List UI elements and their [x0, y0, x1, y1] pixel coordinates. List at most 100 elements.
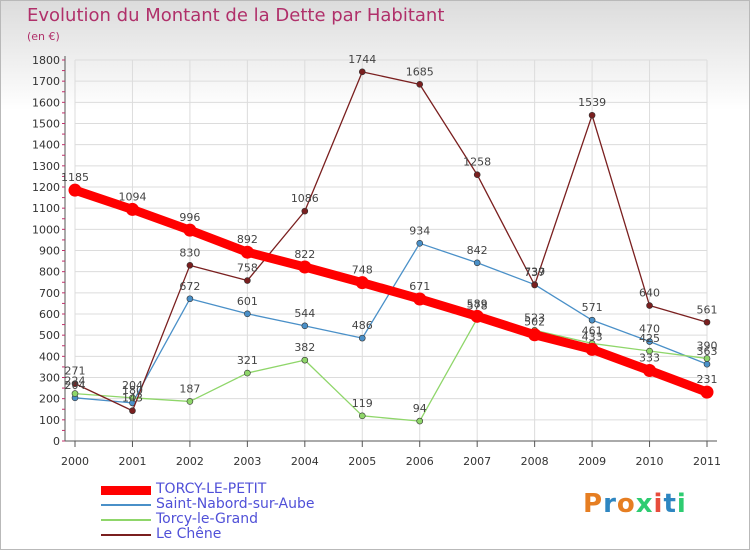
y-tick-label: 1800 — [32, 54, 60, 67]
data-label: 571 — [582, 301, 603, 314]
data-label: 1094 — [118, 190, 146, 203]
data-label: 640 — [639, 287, 660, 300]
data-point — [646, 338, 653, 345]
data-point — [531, 281, 538, 289]
x-tick-label: 2009 — [578, 455, 606, 468]
data-label: 671 — [409, 280, 430, 293]
legend-swatch — [101, 534, 151, 536]
y-tick-label: 1300 — [32, 160, 60, 173]
data-label: 748 — [352, 264, 373, 277]
x-tick-label: 2003 — [233, 455, 261, 468]
data-point — [528, 328, 542, 342]
y-tick-label: 1400 — [32, 139, 60, 152]
data-point — [71, 390, 79, 397]
data-point — [186, 295, 194, 303]
legend-label: Le Chêne — [156, 526, 222, 542]
data-label: 1258 — [463, 156, 491, 169]
data-label: 739 — [524, 266, 545, 279]
data-point — [240, 245, 254, 259]
data-label: 363 — [697, 345, 718, 358]
data-point — [301, 207, 309, 215]
data-label: 1539 — [578, 96, 606, 109]
data-point — [71, 380, 79, 387]
y-tick-label: 800 — [39, 266, 60, 279]
x-tick-label: 2002 — [176, 455, 204, 468]
y-tick-label: 1000 — [32, 223, 60, 236]
y-tick-label: 0 — [53, 435, 60, 448]
y-tick-label: 1700 — [32, 75, 60, 88]
data-label: 523 — [524, 311, 545, 324]
legend-swatch — [101, 519, 151, 521]
data-point — [244, 310, 251, 318]
y-tick-label: 100 — [39, 414, 60, 427]
data-point — [473, 259, 481, 267]
data-label: 204 — [65, 379, 86, 392]
data-label: 996 — [179, 211, 200, 224]
grid — [74, 59, 708, 442]
data-point — [416, 417, 424, 425]
data-label: 271 — [65, 365, 86, 378]
data-label: 321 — [237, 354, 258, 367]
y-tick-label: 1100 — [32, 202, 60, 215]
series-line-1 — [74, 242, 708, 404]
x-tick-label: 2007 — [463, 455, 491, 468]
data-label: 601 — [237, 295, 258, 308]
data-label: 143 — [122, 392, 143, 405]
data-point — [703, 360, 711, 368]
y-tick-label: 600 — [39, 308, 60, 321]
data-point — [416, 81, 424, 88]
data-point — [244, 369, 251, 377]
data-label: 231 — [697, 373, 718, 386]
data-label: 589 — [467, 297, 488, 310]
data-point — [700, 385, 714, 399]
series-line-0 — [70, 185, 712, 397]
y-tick-label: 300 — [39, 372, 60, 385]
x-tick-label: 2004 — [291, 455, 319, 468]
data-label: 822 — [294, 248, 315, 261]
data-point — [355, 276, 369, 290]
legend-label: TORCY-LE-PETIT — [156, 481, 267, 497]
data-label: 390 — [697, 339, 718, 352]
y-tick-label: 200 — [39, 393, 60, 406]
data-label: 425 — [639, 332, 660, 345]
chart-title: Evolution du Montant de la Dette par Hab… — [27, 5, 445, 26]
data-point — [298, 260, 312, 274]
data-point — [186, 262, 194, 269]
data-label: 502 — [524, 316, 545, 329]
y-tick-label: 1500 — [32, 118, 60, 131]
data-label: 934 — [409, 224, 430, 237]
data-label: 486 — [352, 319, 373, 332]
data-point — [301, 356, 309, 364]
data-point — [473, 171, 481, 179]
data-label: 830 — [179, 246, 200, 259]
x-tick-label: 2010 — [636, 455, 664, 468]
data-label: 187 — [179, 382, 200, 395]
data-point — [470, 309, 484, 323]
data-label: 892 — [237, 233, 258, 246]
data-point — [643, 364, 657, 378]
data-point — [416, 240, 424, 247]
x-tick-label: 2006 — [406, 455, 434, 468]
data-point — [244, 277, 251, 284]
data-label: 224 — [65, 375, 86, 388]
y-axis: 0 100 200 300 400 500 600 700 800 900 1000 1100 1200… — [32, 54, 66, 448]
data-label: 1685 — [406, 65, 434, 78]
y-tick-label: 700 — [39, 287, 60, 300]
data-label: 333 — [639, 352, 660, 365]
y-tick-label: 1200 — [32, 181, 60, 194]
x-tick-label: 2000 — [61, 455, 89, 468]
data-label: 672 — [179, 280, 200, 293]
data-point — [703, 355, 711, 362]
data-point — [588, 316, 596, 324]
data-label: 737 — [524, 266, 545, 279]
data-point — [129, 407, 136, 415]
y-tick-label: 400 — [39, 350, 60, 363]
data-point — [703, 318, 711, 326]
chart-subtitle: (en €) — [27, 30, 60, 43]
x-axis: 2000 2001 2002 2003 2004 2005 2006 2007 2008 2009… — [61, 440, 721, 468]
data-label: 433 — [582, 330, 603, 343]
data-label: 842 — [467, 244, 488, 257]
series-line-3 — [74, 71, 708, 412]
x-tick-label: 2008 — [521, 455, 549, 468]
